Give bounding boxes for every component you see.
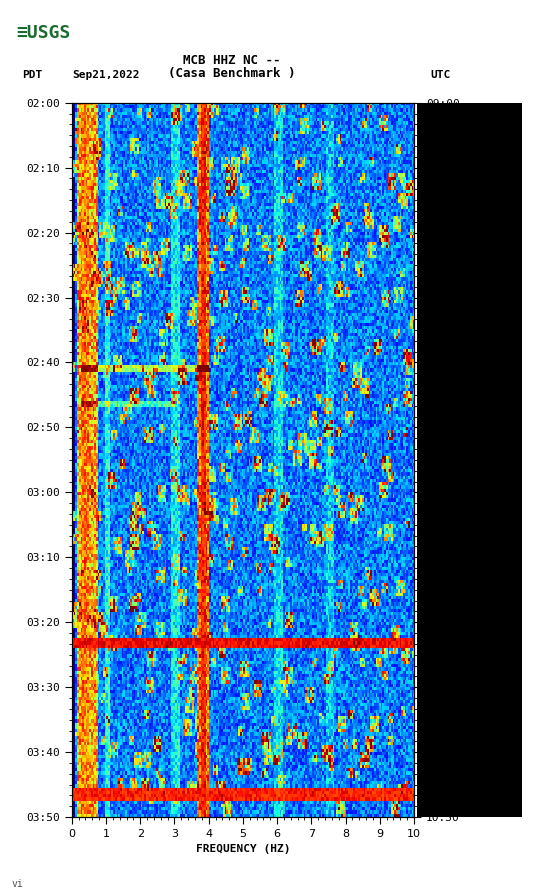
X-axis label: FREQUENCY (HZ): FREQUENCY (HZ) (195, 845, 290, 855)
Text: ≡USGS: ≡USGS (17, 24, 71, 42)
Text: (Casa Benchmark ): (Casa Benchmark ) (168, 67, 295, 80)
Text: UTC: UTC (431, 71, 451, 80)
Text: Sep21,2022: Sep21,2022 (72, 71, 139, 80)
Text: PDT: PDT (22, 71, 43, 80)
Text: vi: vi (11, 879, 23, 889)
Text: MCB HHZ NC --: MCB HHZ NC -- (183, 54, 280, 67)
